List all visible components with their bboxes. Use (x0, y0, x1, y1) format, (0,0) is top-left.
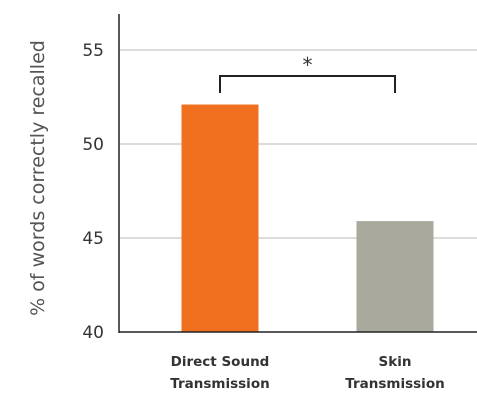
significance-marker: * (303, 53, 313, 77)
bars (182, 105, 434, 332)
bar-0 (182, 105, 259, 332)
bar-1 (357, 221, 434, 332)
y-tick-label-45: 45 (82, 229, 104, 249)
significance-bracket-line (220, 76, 395, 93)
y-tick-label-50: 50 (82, 135, 104, 155)
x-category-label-1-line-1: Transmission (345, 376, 444, 392)
x-category-labels: Direct Sound Transmission Skin Transmission (170, 354, 444, 392)
x-category-label-1-line-0: Skin (379, 354, 412, 370)
y-tick-labels: 40 45 50 55 (82, 41, 104, 343)
gridlines (119, 50, 477, 238)
x-category-label-0-line-1: Transmission (170, 376, 269, 392)
y-tick-label-40: 40 (82, 323, 104, 343)
x-category-label-0-line-0: Direct Sound (171, 354, 270, 370)
y-axis-title: % of words correctly recalled (27, 40, 49, 316)
y-tick-label-55: 55 (82, 41, 104, 61)
significance-bracket: * (220, 53, 395, 93)
